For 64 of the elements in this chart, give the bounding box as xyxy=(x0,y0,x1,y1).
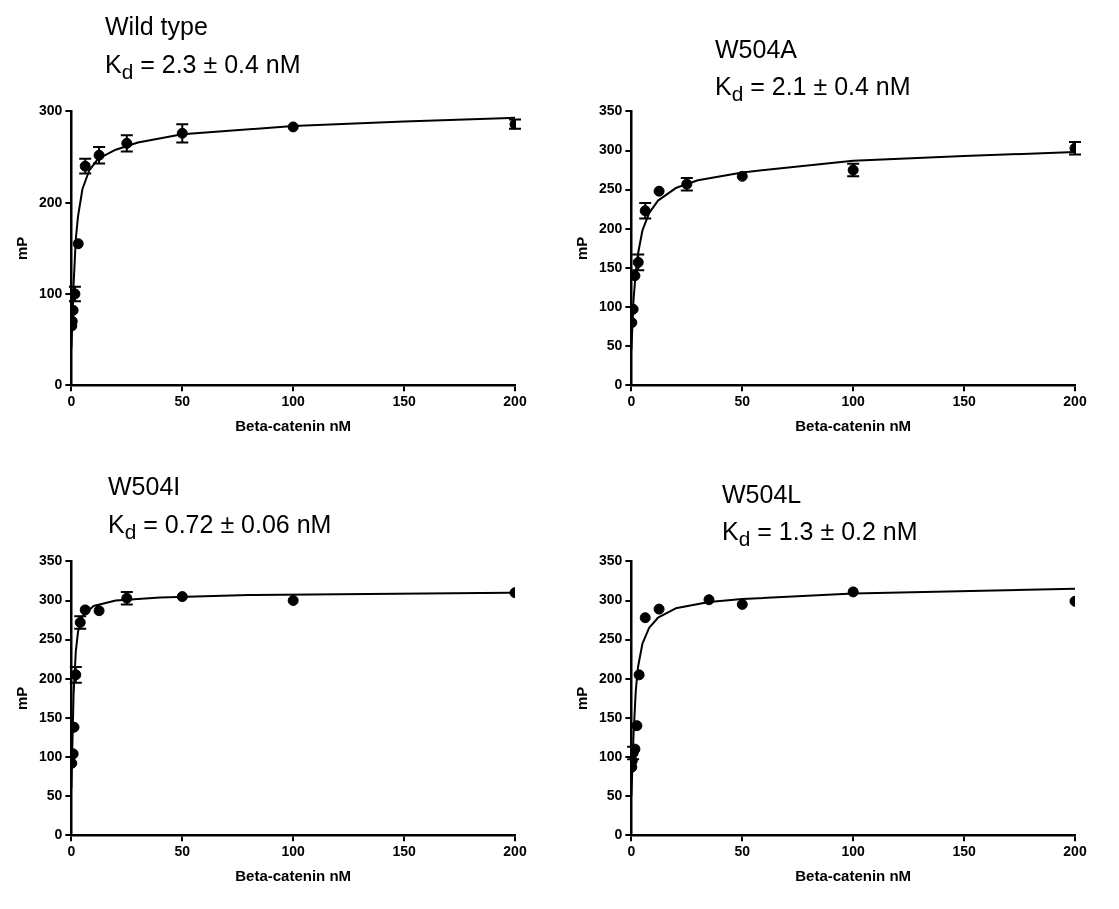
x-tick-label: 150 xyxy=(952,843,976,860)
x-tick-label: 100 xyxy=(841,393,866,410)
y-tick-label: 350 xyxy=(599,102,623,119)
x-tick-label: 150 xyxy=(392,393,416,410)
x-tick-label: 50 xyxy=(734,843,751,860)
y-tick-label: 200 xyxy=(39,669,63,686)
chart-subtitle: K$_{d}$ = 1.3 ± 0.2 nM xyxy=(722,517,918,551)
x-axis-title: Beta-catenin nM xyxy=(795,417,912,435)
x-tick-label: 50 xyxy=(734,393,751,410)
y-tick-label: 50 xyxy=(606,786,623,803)
x-axis-title: Beta-catenin nM xyxy=(235,417,352,435)
x-axis-title: Beta-catenin nM xyxy=(235,867,352,885)
y-axis-title: mP xyxy=(573,236,591,260)
y-tick-label: 50 xyxy=(46,786,63,803)
x-tick-label: 0 xyxy=(627,843,636,860)
x-tick-label: 0 xyxy=(67,393,76,410)
y-tick-label: 0 xyxy=(614,826,623,843)
x-axis-title: Beta-catenin nM xyxy=(795,867,912,885)
x-tick-label: 50 xyxy=(174,843,191,860)
chart-subtitle: K$_{d}$ = 2.1 ± 0.4 nM xyxy=(715,72,911,106)
y-axis-title: mP xyxy=(573,686,591,710)
y-tick-label: 250 xyxy=(599,630,623,647)
x-tick-label: 0 xyxy=(67,843,76,860)
y-tick-label: 200 xyxy=(599,219,623,236)
y-tick-label: 0 xyxy=(54,376,63,393)
chart-title: Wild type xyxy=(105,12,208,41)
x-tick-label: 200 xyxy=(503,843,527,860)
x-tick-label: 150 xyxy=(952,393,976,410)
y-tick-label: 100 xyxy=(39,747,63,764)
x-tick-label: 200 xyxy=(503,393,527,410)
y-tick-label: 150 xyxy=(599,258,623,275)
chart-subtitle: K$_{d}$ = 0.72 ± 0.06 nM xyxy=(108,510,332,544)
y-tick-label: 150 xyxy=(599,708,623,725)
y-tick-label: 0 xyxy=(54,826,63,843)
y-tick-label: 300 xyxy=(599,141,623,158)
x-tick-label: 50 xyxy=(174,393,191,410)
y-tick-label: 300 xyxy=(39,102,63,119)
x-tick-label: 100 xyxy=(281,393,306,410)
y-tick-label: 200 xyxy=(599,669,623,686)
x-tick-label: 200 xyxy=(1063,843,1087,860)
y-tick-label: 250 xyxy=(599,180,623,197)
y-tick-label: 350 xyxy=(39,552,63,569)
y-tick-label: 50 xyxy=(606,336,623,353)
chart-title: W504L xyxy=(722,480,802,509)
x-tick-label: 150 xyxy=(392,843,416,860)
y-tick-label: 150 xyxy=(39,708,63,725)
y-tick-label: 350 xyxy=(599,552,623,569)
y-tick-label: 100 xyxy=(599,747,623,764)
y-tick-label: 100 xyxy=(599,297,623,314)
chart-title: W504I xyxy=(108,472,181,501)
y-tick-label: 200 xyxy=(39,193,63,210)
chart-subtitle: K$_{d}$ = 2.3 ± 0.4 nM xyxy=(105,50,301,84)
x-tick-label: 200 xyxy=(1063,393,1087,410)
y-tick-label: 0 xyxy=(614,376,623,393)
x-tick-label: 100 xyxy=(281,843,306,860)
y-tick-label: 300 xyxy=(39,591,63,608)
y-tick-label: 100 xyxy=(39,284,63,301)
x-tick-label: 0 xyxy=(627,393,636,410)
x-tick-label: 100 xyxy=(841,843,866,860)
y-axis-title: mP xyxy=(13,686,31,710)
y-tick-label: 300 xyxy=(599,591,623,608)
y-tick-label: 250 xyxy=(39,630,63,647)
y-axis-title: mP xyxy=(13,236,31,260)
chart-title: W504A xyxy=(715,35,797,64)
